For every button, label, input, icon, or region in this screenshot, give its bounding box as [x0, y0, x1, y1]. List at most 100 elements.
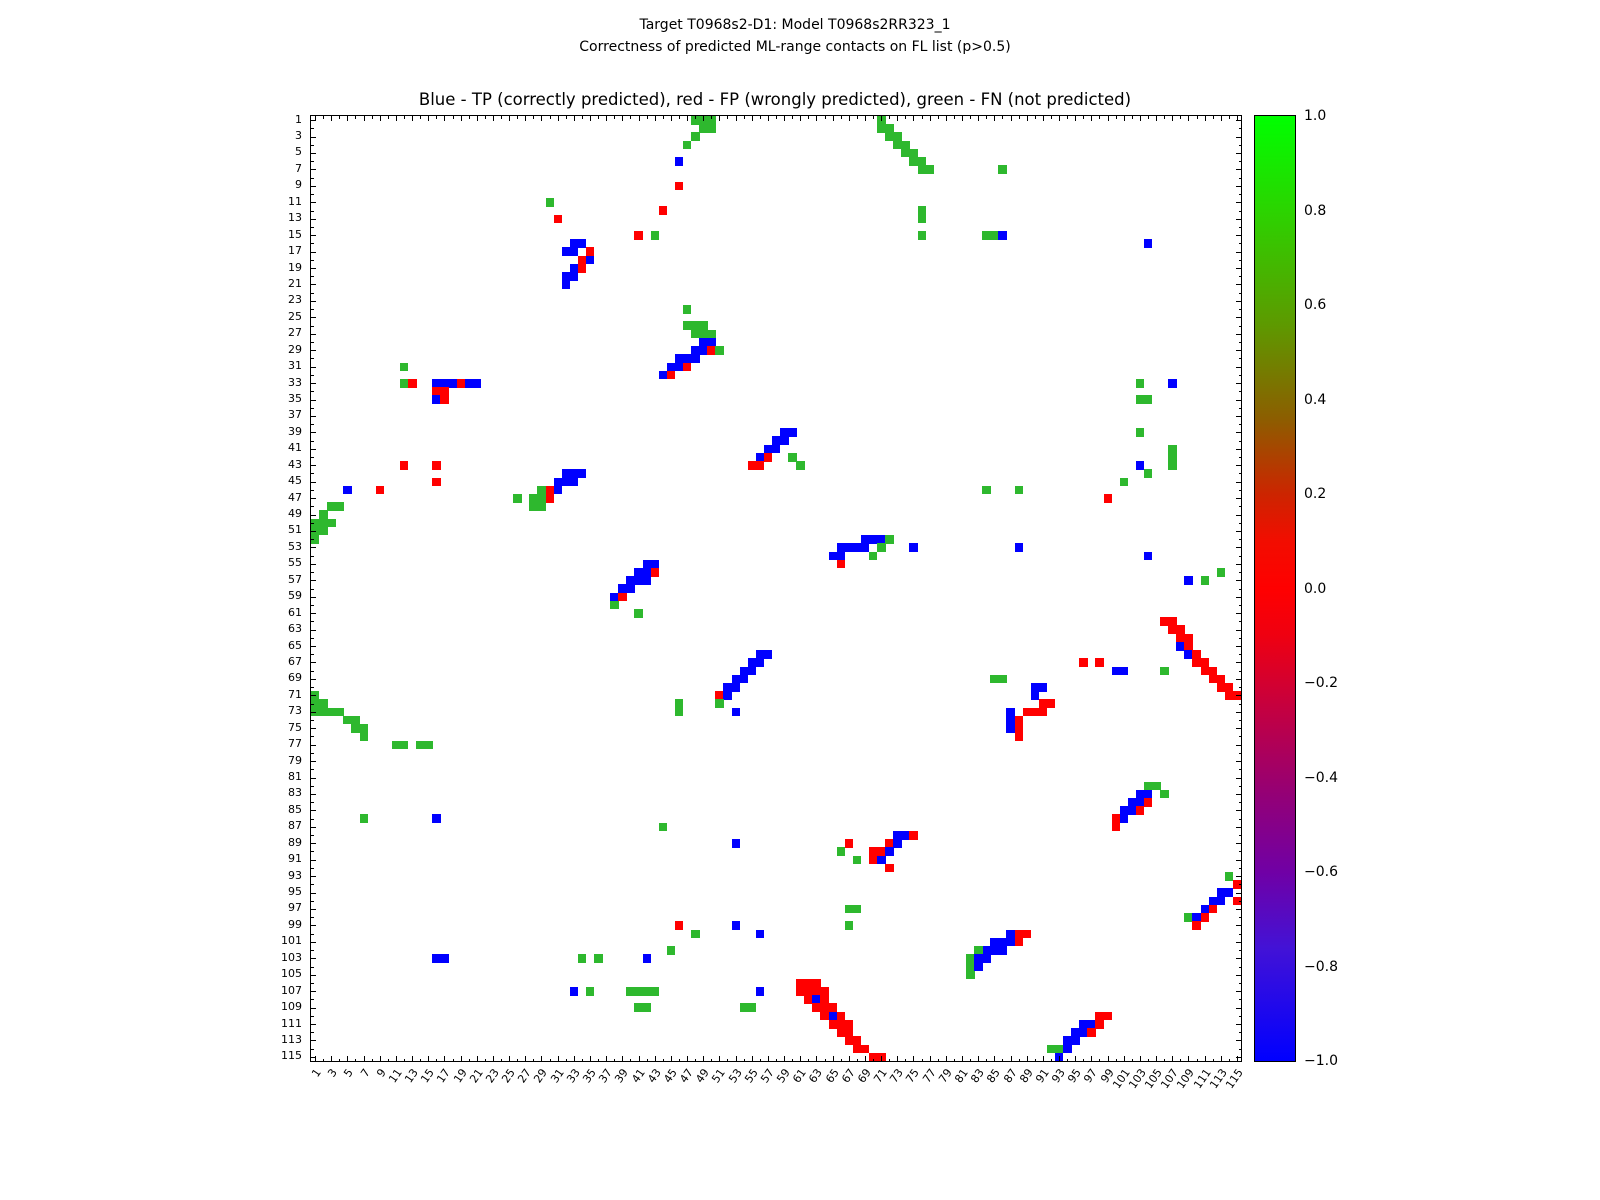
contact-cell [731, 674, 740, 684]
axis-tick [541, 1056, 543, 1061]
contact-cell [917, 231, 926, 240]
axis-tick [315, 116, 317, 121]
axis-tick [1139, 1056, 1141, 1061]
axis-tick [1002, 1058, 1004, 1061]
contact-cell [319, 707, 328, 717]
axis-tick [311, 276, 314, 278]
contact-cell [909, 148, 918, 158]
axis-tick [1238, 900, 1241, 902]
axis-tick [311, 128, 314, 130]
contact-cell [755, 929, 765, 939]
contact-cell [998, 674, 1007, 684]
axis-tick [311, 941, 316, 943]
axis-tick [311, 876, 316, 878]
y-tick-label: 75 [288, 720, 302, 734]
axis-tick [311, 917, 314, 919]
contact-cell [844, 1028, 854, 1037]
contact-cell [464, 378, 474, 388]
contact-cell [1135, 789, 1145, 799]
axis-tick [541, 116, 543, 121]
y-tick-label: 115 [281, 1049, 302, 1063]
axis-tick [311, 202, 316, 204]
axis-tick [311, 514, 316, 516]
contact-cell [982, 231, 991, 240]
y-tick-label: 65 [288, 638, 302, 652]
contact-cell [440, 378, 449, 388]
contact-cell [1079, 658, 1088, 667]
contact-cell [351, 724, 360, 733]
axis-tick [412, 116, 414, 121]
axis-tick [1204, 1056, 1206, 1061]
contact-cell [1232, 896, 1242, 906]
axis-tick [662, 116, 664, 119]
y-tick-label: 73 [288, 704, 302, 718]
axis-tick [311, 818, 314, 820]
y-tick-label: 71 [288, 687, 302, 701]
contact-cell [1135, 378, 1145, 388]
contact-cell [731, 839, 740, 848]
axis-tick [751, 1056, 753, 1061]
contact-cell [1103, 494, 1112, 503]
contact-cell [545, 485, 554, 495]
contact-cell [1063, 1044, 1072, 1054]
axis-tick [1236, 514, 1241, 516]
contact-cell [974, 962, 983, 971]
contact-cell [755, 650, 765, 659]
contact-cell [909, 157, 918, 166]
contact-cell [537, 485, 546, 495]
axis-tick [735, 116, 737, 121]
axis-tick [743, 1058, 745, 1061]
axis-tick [638, 116, 640, 121]
axis-tick [311, 687, 314, 689]
contact-cell [691, 354, 700, 363]
axis-tick [311, 391, 314, 393]
contact-cell [812, 978, 821, 988]
contact-cell [408, 378, 417, 388]
contact-cell [1143, 798, 1153, 807]
axis-tick [1059, 116, 1061, 121]
axis-tick [311, 169, 316, 171]
y-tick-label: 87 [288, 819, 302, 833]
contact-cell [1184, 650, 1193, 659]
axis-tick [1236, 547, 1241, 549]
contact-cell [311, 699, 320, 709]
contact-cell [1079, 1028, 1088, 1037]
axis-tick [311, 457, 314, 459]
axis-tick [937, 1058, 939, 1061]
contact-cell [399, 362, 409, 372]
contact-cell [909, 543, 918, 552]
contact-cell [335, 502, 344, 511]
axis-tick [387, 116, 389, 119]
contact-cell [747, 461, 757, 470]
contact-cell [553, 477, 563, 487]
axis-tick [1091, 116, 1093, 121]
contact-cell [674, 921, 684, 930]
contact-cell [788, 428, 797, 437]
contact-cell [1184, 641, 1193, 651]
contact-cell [739, 666, 749, 676]
axis-tick [1236, 810, 1241, 812]
contact-cell [1143, 239, 1153, 248]
axis-tick [1236, 498, 1241, 500]
axis-tick [311, 719, 314, 721]
contact-cell [836, 1028, 846, 1037]
contact-cell [1184, 913, 1193, 922]
contact-cell [1192, 921, 1201, 930]
axis-tick [1148, 1058, 1149, 1061]
contact-cell [585, 247, 595, 257]
contact-cell [343, 715, 352, 725]
axis-tick [1236, 333, 1241, 335]
axis-tick [311, 226, 314, 228]
contact-cell [569, 477, 579, 487]
axis-tick [1236, 695, 1241, 697]
axis-tick [1034, 116, 1036, 119]
y-tick-label: 51 [288, 523, 302, 537]
contact-cell [1152, 781, 1161, 791]
contact-cell [699, 321, 708, 331]
axis-tick [311, 596, 316, 598]
axis-tick [1236, 235, 1241, 237]
contact-cell [998, 937, 1007, 947]
axis-tick [311, 908, 316, 910]
axis-tick [1236, 646, 1241, 648]
